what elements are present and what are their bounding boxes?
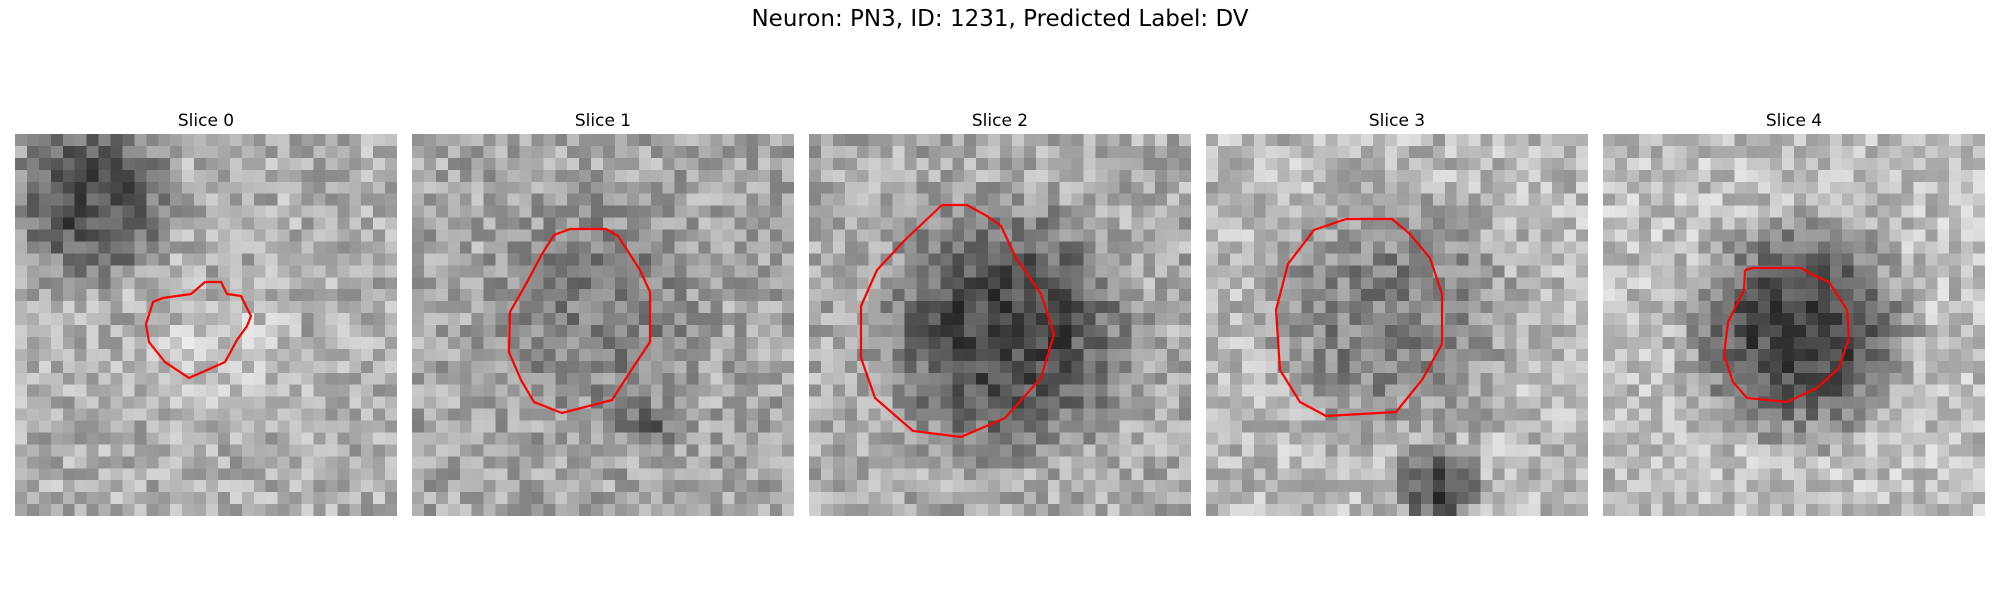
segmentation-overlay	[859, 203, 1056, 439]
roi-contour	[1274, 217, 1444, 418]
segmentation-overlay	[1274, 217, 1444, 418]
segmentation-overlay	[507, 227, 652, 415]
grayscale-patch	[412, 134, 794, 516]
slice-panel-0: Slice 0	[15, 110, 397, 516]
slice-image	[1603, 134, 1985, 516]
segmentation-overlay	[144, 280, 253, 380]
slice-title: Slice 2	[971, 111, 1029, 131]
roi-contour	[859, 203, 1056, 439]
slice-panel-2: Slice 2	[809, 110, 1191, 516]
slice-title: Slice 0	[177, 111, 235, 131]
slice-image	[412, 134, 794, 516]
figure-title: Neuron: PN3, ID: 1231, Predicted Label: …	[751, 6, 1249, 32]
slice-image	[1206, 134, 1588, 516]
slice-panel-1: Slice 1	[412, 110, 794, 516]
roi-contour	[1722, 266, 1851, 404]
roi-contour	[144, 280, 253, 380]
slice-image	[15, 134, 397, 516]
slice-image	[809, 134, 1191, 516]
slice-panel-3: Slice 3	[1206, 110, 1588, 516]
slice-title: Slice 1	[574, 111, 632, 131]
roi-contour	[507, 227, 652, 415]
grayscale-patch	[1206, 134, 1588, 516]
grayscale-patch	[15, 134, 397, 516]
grayscale-patch	[809, 134, 1191, 516]
segmentation-overlay	[1722, 266, 1851, 404]
slice-panel-4: Slice 4	[1603, 110, 1985, 516]
slice-title: Slice 3	[1368, 111, 1426, 131]
grayscale-patch	[1603, 134, 1985, 516]
slice-title: Slice 4	[1765, 111, 1823, 131]
